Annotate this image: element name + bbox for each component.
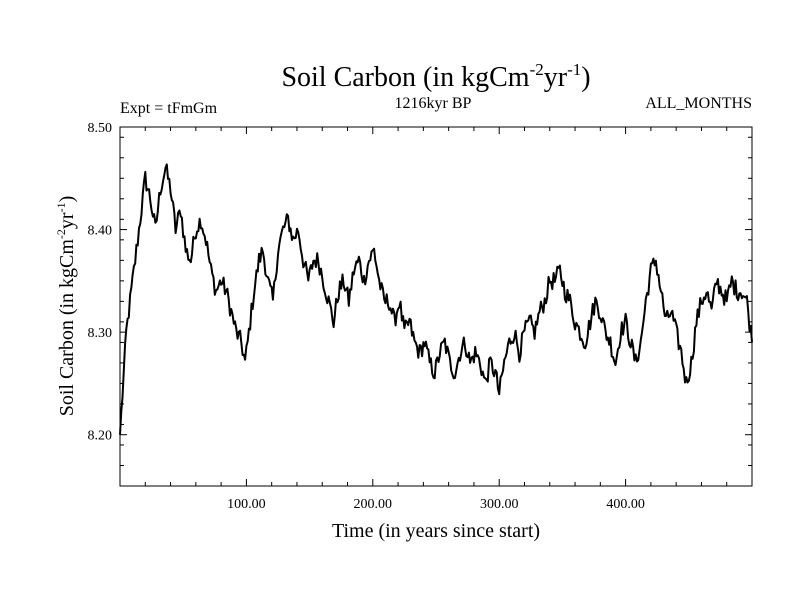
y-tick-label: 8.30 [88,326,113,341]
y-axis-label: Soil Carbon (in kgCm-2yr-1) [54,196,78,417]
period-label: 1216kyr BP [395,95,472,112]
experiment-label: Expt = tFmGm [120,100,218,117]
title-sup2: -1 [567,60,581,79]
y-tick-label: 8.50 [88,121,113,136]
soil-carbon-series-line [119,163,753,435]
x-axis-label: Time (in years since start) [332,520,540,542]
y-tick-label: 8.40 [88,224,113,239]
y-tick-label: 8.20 [88,429,113,444]
chart-title: Soil Carbon (in kgCm-2yr-1) [281,60,590,93]
title-main: Soil Carbon (in kgCm [281,62,529,93]
title-end: ) [581,62,590,93]
x-tick-label: 300.00 [480,497,519,512]
ylabel-end: ) [56,196,78,203]
x-tick-label: 400.00 [606,497,645,512]
ylabel-main: Soil Carbon (in kgCm [56,239,78,417]
tick-marks [120,126,752,486]
ylabel-sup2: -1 [54,202,68,212]
title-sup1: -2 [530,60,544,79]
x-tick-label: 200.00 [354,497,393,512]
x-tick-label: 100.00 [227,497,266,512]
title-mid: yr [544,62,568,93]
plot-frame [119,126,753,487]
months-label: ALL_MONTHS [645,95,752,112]
ylabel-mid: yr [56,212,78,229]
tick-labels: 100.00 200.00 300.00 400.00 8.20 8.30 8.40 8.50 [88,121,645,512]
ylabel-sup1: -2 [54,229,68,239]
